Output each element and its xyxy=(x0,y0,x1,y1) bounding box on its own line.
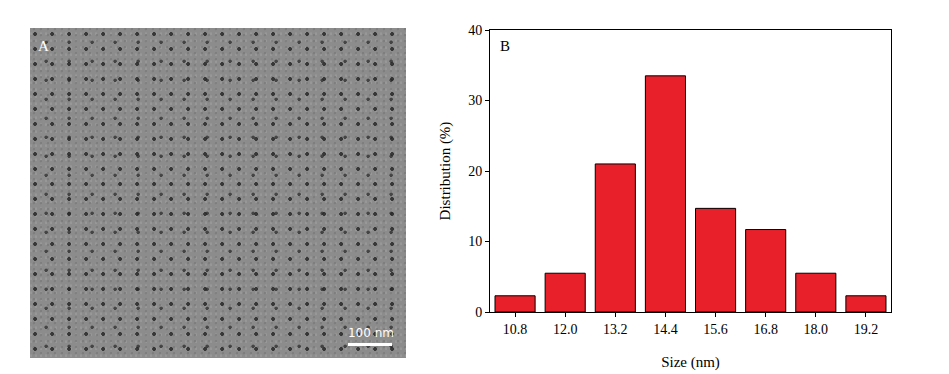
svg-text:Size (nm): Size (nm) xyxy=(661,354,720,371)
svg-text:16.8: 16.8 xyxy=(753,322,778,337)
svg-text:13.2: 13.2 xyxy=(603,322,628,337)
svg-text:40: 40 xyxy=(468,23,482,38)
svg-text:15.6: 15.6 xyxy=(703,322,728,337)
svg-text:14.4: 14.4 xyxy=(653,322,678,337)
svg-text:30: 30 xyxy=(468,93,482,108)
svg-text:B: B xyxy=(500,38,510,54)
html-text:A: A xyxy=(38,38,49,54)
svg-text:19.2: 19.2 xyxy=(854,322,879,337)
svg-text:Distribution (%): Distribution (%) xyxy=(437,122,454,221)
html-text:100 nm: 100 nm xyxy=(348,326,394,340)
svg-text:20: 20 xyxy=(468,164,482,179)
svg-text:12.0: 12.0 xyxy=(553,322,578,337)
svg-text:0: 0 xyxy=(475,305,482,320)
svg-text:10.8: 10.8 xyxy=(503,322,528,337)
svg-text:10: 10 xyxy=(468,234,482,249)
svg-text:18.0: 18.0 xyxy=(804,322,829,337)
